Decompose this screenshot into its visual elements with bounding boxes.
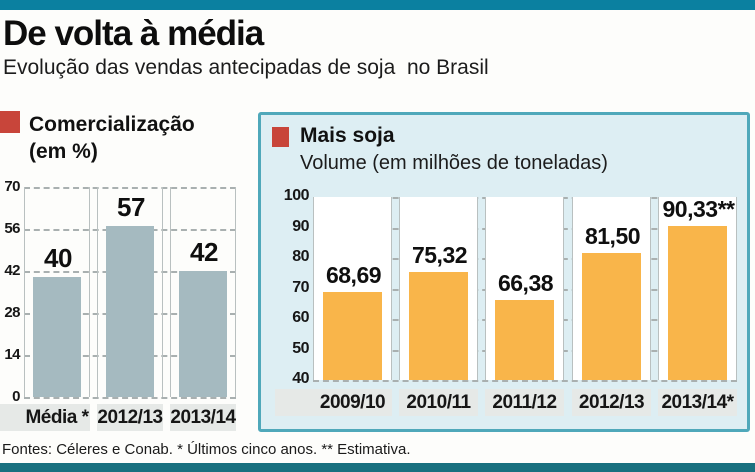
chart-column: 42	[170, 187, 236, 397]
bar-value-label: 40	[44, 243, 72, 273]
bar-value-label: 90,33**	[662, 196, 735, 222]
y-tick-label: 40	[292, 370, 309, 387]
x-axis-label: 2012/13	[578, 391, 645, 413]
bar-value-label: 81,50	[584, 223, 641, 249]
y-tick-label: 100	[283, 187, 310, 204]
legend-comercializacao: Comercialização (em %)	[0, 111, 195, 165]
y-tick-label: 90	[292, 218, 309, 235]
y-tick-label: 70	[292, 279, 309, 296]
x-axis-label: 2012/13	[97, 406, 163, 428]
bar-chart-comercializacao: 40 57 42 70 56 42 28 14 0 Média * 2012/13 2013/14	[0, 178, 250, 439]
y-tick-label: 70	[4, 178, 20, 195]
x-axis-band-segment: 2013/14	[170, 404, 236, 431]
bar-value-label: 66,38	[497, 270, 554, 296]
bar	[33, 277, 81, 397]
y-tick-label: 56	[4, 220, 20, 237]
bar-value-label: 42	[190, 237, 218, 267]
chart-subtitle: Volume (em milhões de toneladas)	[300, 152, 608, 174]
y-tick-label: 80	[292, 248, 309, 265]
bar	[179, 271, 227, 397]
y-tick-label: 42	[4, 262, 20, 279]
x-axis-band-segment: 2012/13	[97, 404, 163, 431]
chart-column: 68,69	[313, 197, 392, 380]
bar	[582, 253, 641, 380]
x-axis-band: Média * 2012/13 2013/14	[0, 404, 236, 431]
bar	[668, 226, 727, 380]
chart-column: 75,32	[399, 197, 478, 380]
bar-chart-mais-soja: 68,69 75,32 66,38 81,50 90,33** 100 90 80 70 60 50…	[261, 115, 747, 429]
y-tick-label: 60	[292, 309, 309, 326]
bar	[323, 292, 382, 380]
top-accent-bar	[0, 0, 755, 10]
x-axis-band-segment: 2012/13	[572, 389, 651, 416]
chart-column: 81,50	[572, 197, 651, 380]
page-title: De volta à média	[3, 14, 264, 53]
y-tick-label: 28	[4, 304, 20, 321]
x-axis-label: 2010/11	[406, 391, 471, 413]
y-tick-label: 50	[292, 340, 309, 357]
bottom-accent-bar	[0, 463, 755, 472]
chart-column: 40	[24, 187, 90, 397]
x-axis-label: 2013/14*	[661, 391, 734, 413]
gridline	[24, 397, 236, 399]
bar-value-label: 68,69	[325, 262, 382, 288]
bar-value-label: 57	[117, 192, 145, 222]
x-axis-band-segment: Média *	[0, 404, 90, 431]
x-axis-label: 2011/12	[492, 391, 557, 413]
bar-value-label: 75,32	[411, 242, 468, 268]
chart-subtitle: (em %)	[29, 140, 98, 163]
x-axis-label: Média *	[25, 406, 89, 428]
plot-area: 68,69 75,32 66,38 81,50 90,33**	[313, 196, 737, 382]
gridline	[24, 187, 236, 189]
chart-title: Comercialização	[29, 113, 195, 136]
x-axis-band-segment: 2010/11	[399, 389, 478, 416]
x-axis-band-segment: 2011/12	[485, 389, 564, 416]
x-axis-label: 2013/14	[170, 406, 236, 428]
chart-column: 66,38	[485, 197, 564, 380]
source-note: Fontes: Céleres e Conab. * Últimos cinco…	[2, 441, 411, 458]
chart-title: Mais soja	[300, 124, 395, 147]
y-tick-label: 0	[12, 388, 20, 405]
chart-column: 57	[97, 187, 163, 397]
page-subtitle: Evolução das vendas antecipadas de soja …	[3, 56, 489, 79]
x-axis-band-segment: 2009/10	[275, 389, 392, 416]
legend-marker-icon	[272, 127, 289, 147]
legend-marker-icon	[0, 111, 20, 133]
x-axis-band: 2009/10 2010/11 2011/12 2012/13 2013/14*	[275, 389, 737, 416]
x-axis-band-segment: 2013/14*	[658, 389, 737, 416]
y-tick-label: 14	[4, 346, 20, 363]
chart-column: 90,33**	[658, 196, 737, 380]
bar	[409, 272, 468, 380]
bar	[106, 226, 154, 397]
plot-area: 40 57 42	[24, 187, 236, 399]
gridline	[313, 380, 737, 382]
x-axis-label: 2009/10	[319, 391, 386, 413]
bar	[495, 300, 554, 380]
panel-mais-soja: Mais soja Volume (em milhões de tonelada…	[258, 112, 750, 432]
